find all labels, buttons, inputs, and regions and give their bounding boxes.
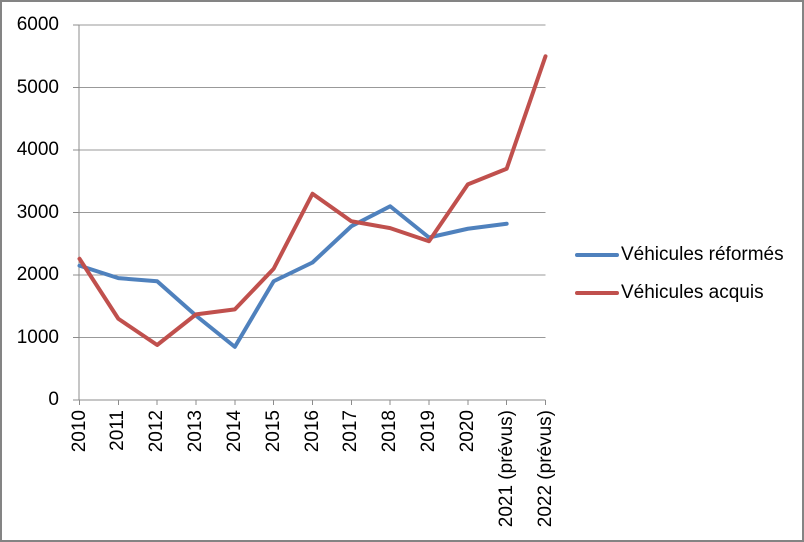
y-axis-tick-label-4000: 4000 (16, 139, 59, 160)
legend-item-vehicules-acquis: Véhicules acquis (575, 274, 784, 312)
x-axis-tick-label-2019: 2019 (418, 410, 439, 453)
y-axis-tick-label-5000: 5000 (16, 76, 59, 98)
legend-label-reformes: Véhicules réformés (621, 244, 784, 265)
y-axis-tick-label-6000: 6000 (16, 14, 59, 35)
x-axis-tick-label-2017: 2017 (340, 410, 362, 453)
legend-line-swatch-acquis (575, 291, 619, 295)
x-axis-tick-label-2016: 2016 (301, 410, 323, 453)
y-axis-tick-label-1000: 1000 (16, 326, 59, 348)
legend-line-swatch-reformes (575, 253, 619, 257)
series-line-vehicules-reformes (77, 204, 509, 349)
x-axis-tick-label-2012: 2012 (146, 410, 168, 453)
legend-label-acquis: Véhicules acquis (621, 282, 764, 303)
x-axis-tick-label-2010: 2010 (68, 410, 90, 453)
y-axis-tick-label-2000: 2000 (16, 264, 59, 285)
x-axis-tick-label-2013: 2013 (185, 410, 206, 453)
x-axis-tick-label-2022-prevus-: 2022 (prévus) (534, 410, 556, 528)
x-axis-tick-label-2020: 2020 (456, 410, 478, 453)
y-axis-tick-label-0: 0 (48, 389, 59, 410)
chart-legend: Véhicules réformés Véhicules acquis (575, 236, 784, 312)
x-axis-tick-label-2015: 2015 (262, 410, 284, 453)
x-axis-tick-label-2018: 2018 (379, 410, 401, 453)
x-axis-tick-label-2011: 2011 (107, 410, 129, 451)
x-axis-tick-label-2021-prevus-: 2021 (prévus) (495, 410, 517, 528)
y-axis-tick-label-3000: 3000 (16, 201, 59, 223)
x-axis-tick-label-2014: 2014 (223, 410, 245, 453)
legend-item-vehicules-reformes: Véhicules réformés (575, 236, 784, 274)
series-line-vehicules-acquis (77, 54, 548, 347)
